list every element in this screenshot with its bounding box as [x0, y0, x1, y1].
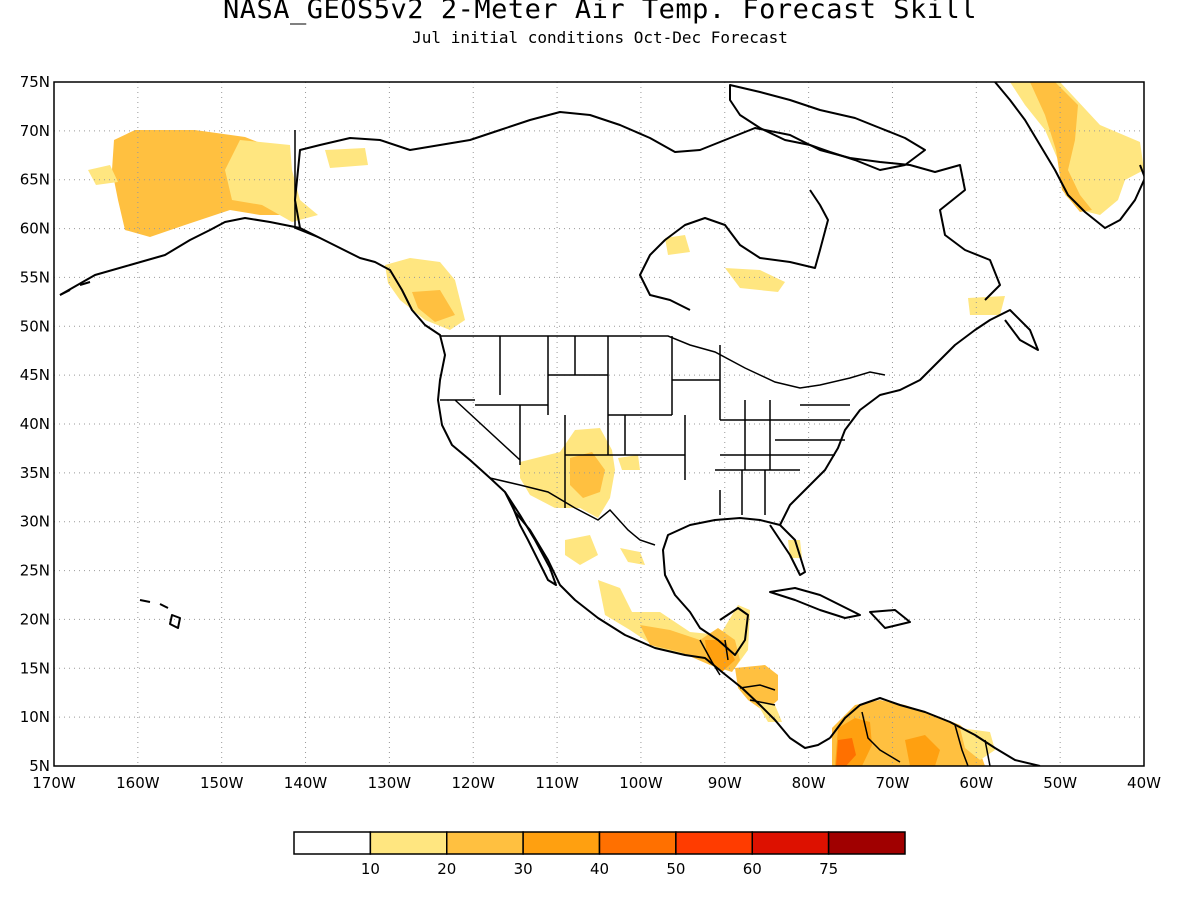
border-us-canada	[440, 335, 886, 389]
skill-region-mexico-central	[620, 548, 645, 565]
lon-tick-label: 40W	[1127, 774, 1161, 792]
skill-region-yukon	[325, 148, 368, 168]
coastline-hudson-bay	[639, 189, 829, 311]
lon-tick-label: 160W	[116, 774, 160, 792]
lat-tick-label: 75N	[20, 73, 50, 91]
longitude-labels: 170W 160W 150W 140W 130W 120W 110W 100W 90W 80W 70…	[32, 774, 1161, 792]
colorbar-swatch	[522, 831, 601, 855]
lat-tick-label: 40N	[20, 415, 50, 433]
us-state-lines	[440, 336, 850, 515]
colorbar-swatch	[675, 831, 753, 855]
skill-shading	[88, 82, 1144, 766]
border-venezuela-guyana	[954, 724, 969, 766]
coastlines	[59, 82, 1144, 766]
colorbar-tick-label: 20	[437, 860, 456, 878]
lat-tick-label: 70N	[20, 122, 50, 140]
lat-tick-label: 30N	[20, 513, 50, 531]
coastline-greenland	[994, 82, 1144, 229]
political-borders	[294, 130, 991, 766]
skill-region-guyana	[960, 728, 995, 760]
colorbar: 10 20 30 40 50 60 75	[293, 831, 906, 878]
skill-region-us-southwest-core	[570, 452, 605, 498]
map-title: NASA_GEOS5v2 2-Meter Air Temp. Forecast …	[223, 0, 977, 25]
lat-tick-label: 10N	[20, 708, 50, 726]
border-nicaragua	[749, 699, 776, 706]
coastline-baja	[504, 491, 557, 586]
lat-tick-label: 20N	[20, 610, 50, 628]
lat-tick-label: 65N	[20, 171, 50, 189]
border-us-mexico	[489, 477, 656, 546]
colorbar-swatch	[293, 831, 372, 855]
border-guyana-suriname	[984, 739, 991, 766]
latitude-labels: 5N 10N 15N 20N 25N 30N 35N 40N 45N 50N 55N 60N 65N 70…	[20, 73, 50, 775]
colorbar-tick-label: 30	[514, 860, 533, 878]
border-colombia-venezuela	[861, 711, 901, 763]
skill-region-greenland	[1010, 82, 1144, 215]
colorbar-swatch	[598, 831, 677, 855]
lon-tick-label: 60W	[959, 774, 993, 792]
lat-tick-label: 35N	[20, 464, 50, 482]
skill-region-greenland-core	[1030, 82, 1092, 212]
skill-region-texas	[618, 455, 640, 470]
lat-tick-label: 60N	[20, 220, 50, 238]
lon-tick-label: 90W	[708, 774, 742, 792]
colorbar-tick-label: 60	[743, 860, 762, 878]
coastline-canada-arctic	[294, 111, 1001, 301]
coastline-hawaii	[139, 599, 181, 629]
colorbar-tick-label: 40	[590, 860, 609, 878]
skill-region-hudson-bay-b	[725, 268, 785, 292]
coastline-aleutians	[59, 281, 91, 296]
skill-region-hudson-bay-a	[665, 235, 690, 255]
lon-tick-label: 130W	[368, 774, 412, 792]
lat-tick-label: 45N	[20, 366, 50, 384]
lon-tick-label: 150W	[200, 774, 244, 792]
lon-tick-label: 140W	[284, 774, 328, 792]
coastline-baffin	[729, 84, 926, 171]
coastline-south-america	[829, 697, 1041, 766]
skill-region-us-southwest	[520, 428, 615, 518]
plot-frame	[53, 81, 1145, 767]
map-subtitle: Jul initial conditions Oct-Dec Forecast	[412, 28, 788, 47]
coastline-cuba	[769, 587, 861, 619]
lon-tick-label: 170W	[32, 774, 76, 792]
lon-tick-label: 120W	[451, 774, 495, 792]
skill-region-mexico-west	[565, 535, 598, 565]
skill-region-venezuela-core	[905, 735, 940, 766]
coastline-hispaniola	[869, 609, 911, 629]
skill-region-colombia-peak	[836, 738, 856, 766]
coastline-north-america	[59, 217, 831, 749]
lat-tick-label: 25N	[20, 562, 50, 580]
skill-region-bc-core	[412, 290, 455, 322]
lon-tick-label: 110W	[535, 774, 579, 792]
border-alaska-canada	[294, 130, 321, 239]
skill-region-south-america	[832, 700, 985, 766]
colorbar-swatch	[446, 831, 524, 855]
lat-tick-label: 50N	[20, 317, 50, 335]
skill-region-alaska-west	[88, 165, 118, 185]
colorbar-tick-label: 50	[666, 860, 685, 878]
colorbar-tick-label: 75	[819, 860, 838, 878]
skill-region-honduras	[735, 665, 778, 712]
lat-tick-label: 5N	[29, 757, 50, 775]
skill-region-labrador	[968, 296, 1005, 315]
lon-tick-label: 70W	[876, 774, 910, 792]
border-honduras	[739, 684, 776, 691]
border-belize	[724, 639, 729, 661]
lon-tick-label: 100W	[619, 774, 663, 792]
border-guatemala	[699, 639, 721, 676]
colorbar-tick-label: 10	[361, 860, 380, 878]
coastline-east-us	[779, 309, 1039, 526]
lat-tick-label: 15N	[20, 659, 50, 677]
lat-tick-label: 55N	[20, 268, 50, 286]
coastline-gulf-of-mexico	[662, 517, 806, 656]
lon-tick-label: 50W	[1043, 774, 1077, 792]
colorbar-swatch	[369, 831, 448, 855]
lon-tick-label: 80W	[792, 774, 826, 792]
colorbar-swatch	[751, 831, 830, 855]
colorbar-swatch	[827, 831, 906, 855]
